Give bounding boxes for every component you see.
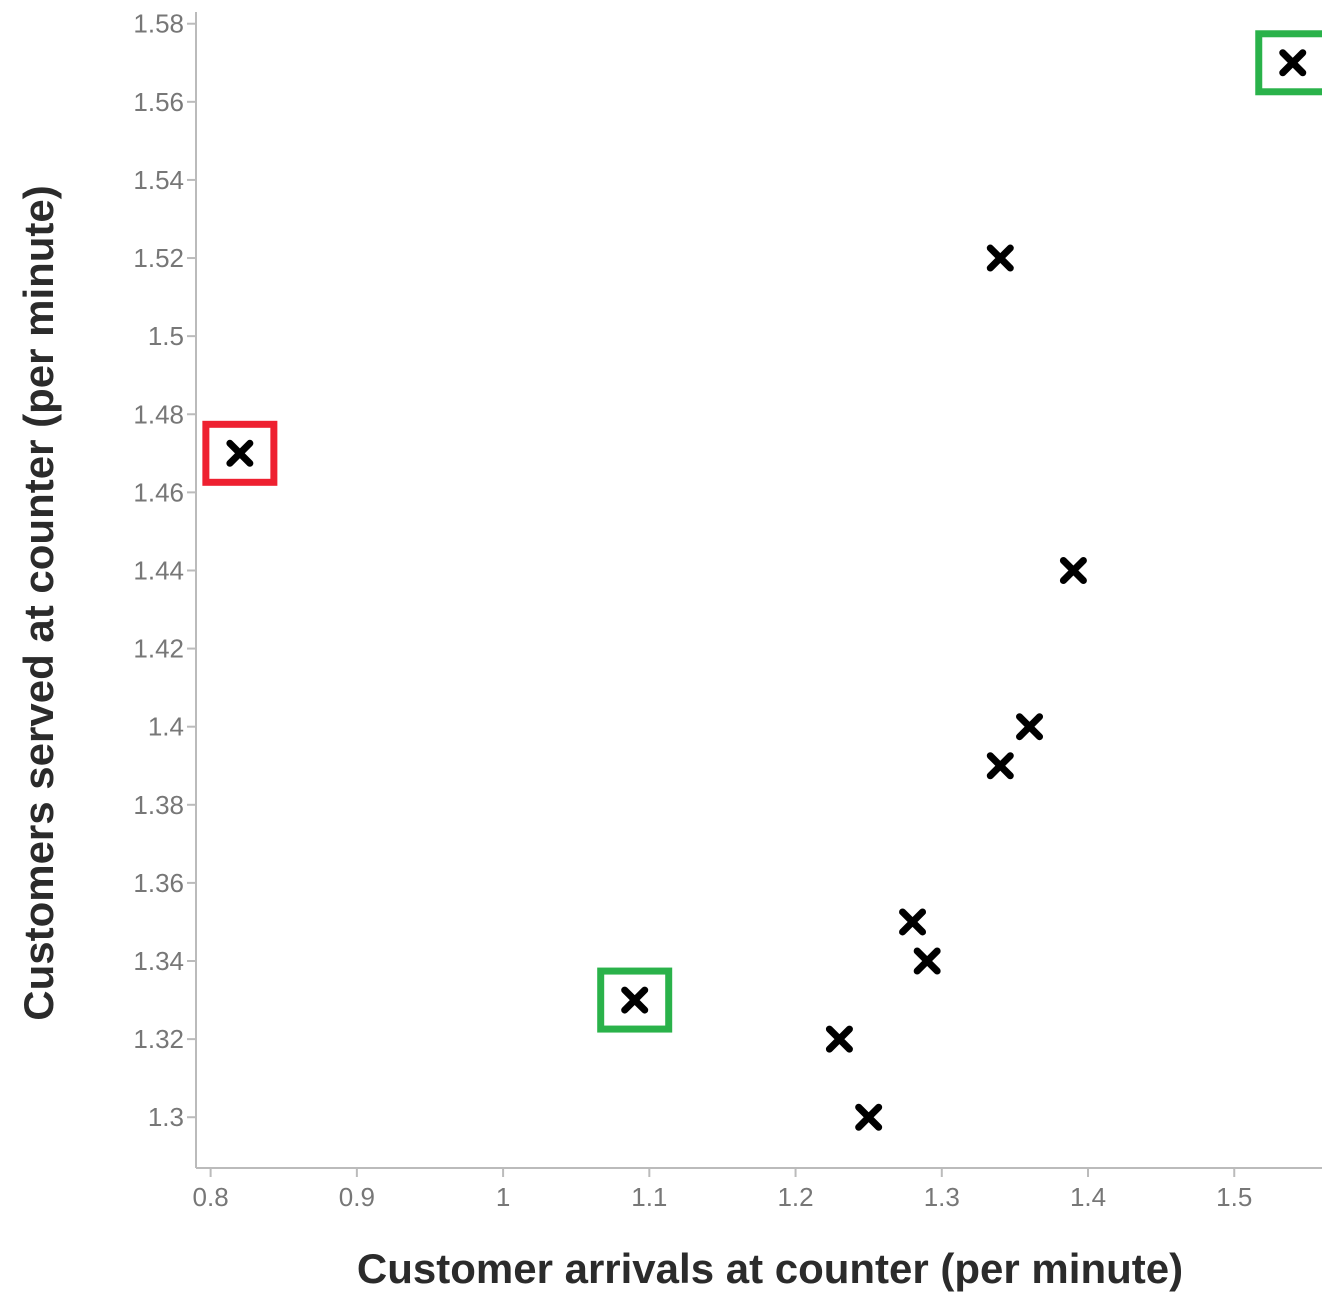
y-tick-label: 1.52 [133, 243, 184, 273]
scatter-point [913, 947, 941, 975]
data-points [226, 49, 1307, 1131]
y-tick-label: 1.4 [148, 712, 184, 742]
y-tick-label: 1.42 [133, 634, 184, 664]
y-axis: 1.3 1.32 1.34 1.36 1.38 1.4 1.42 1.44 1.46 1.48 1.… [133, 9, 197, 1168]
x-tick-label: 1.1 [631, 1182, 667, 1212]
y-tick-label: 1.56 [133, 87, 184, 117]
y-tick-label: 1.5 [148, 321, 184, 351]
y-tick-label: 1.46 [133, 477, 184, 507]
scatter-point [986, 244, 1014, 272]
scatter-point [1016, 713, 1044, 741]
y-tick-label: 1.58 [133, 9, 184, 39]
x-tick-label: 1.2 [777, 1182, 813, 1212]
y-tick-label: 1.54 [133, 165, 184, 195]
y-tick-label: 1.48 [133, 399, 184, 429]
scatter-point [1059, 556, 1087, 584]
y-tick-label: 1.44 [133, 555, 184, 585]
x-tick-label: 1.5 [1216, 1182, 1252, 1212]
y-tick-label: 1.3 [148, 1102, 184, 1132]
highlight-box-green [1255, 30, 1322, 96]
x-tick-label: 0.9 [339, 1182, 375, 1212]
highlight-boxes [202, 30, 1322, 1033]
y-tick-label: 1.32 [133, 1024, 184, 1054]
x-tick-label: 1 [496, 1182, 510, 1212]
highlight-box-red [202, 420, 278, 486]
x-tick-label: 1.4 [1070, 1182, 1106, 1212]
scatter-point [825, 1025, 853, 1053]
highlight-box-green [597, 967, 673, 1033]
x-tick-label: 0.8 [193, 1182, 229, 1212]
scatter-point [1279, 49, 1307, 77]
scatter-point [899, 908, 927, 936]
scatter-point [621, 986, 649, 1014]
scatter-point [986, 752, 1014, 780]
scatter-point [855, 1103, 883, 1131]
y-axis-title: Customers served at counter (per minute) [15, 185, 62, 1021]
x-tick-label: 1.3 [924, 1182, 960, 1212]
y-tick-label: 1.34 [133, 946, 184, 976]
x-axis-title: Customer arrivals at counter (per minute… [357, 1245, 1183, 1292]
y-tick-label: 1.36 [133, 868, 184, 898]
scatter-point [226, 439, 254, 467]
y-tick-label: 1.38 [133, 790, 184, 820]
x-axis: 0.8 0.9 1 1.1 1.2 1.3 1.4 1.5 [193, 1167, 1322, 1212]
